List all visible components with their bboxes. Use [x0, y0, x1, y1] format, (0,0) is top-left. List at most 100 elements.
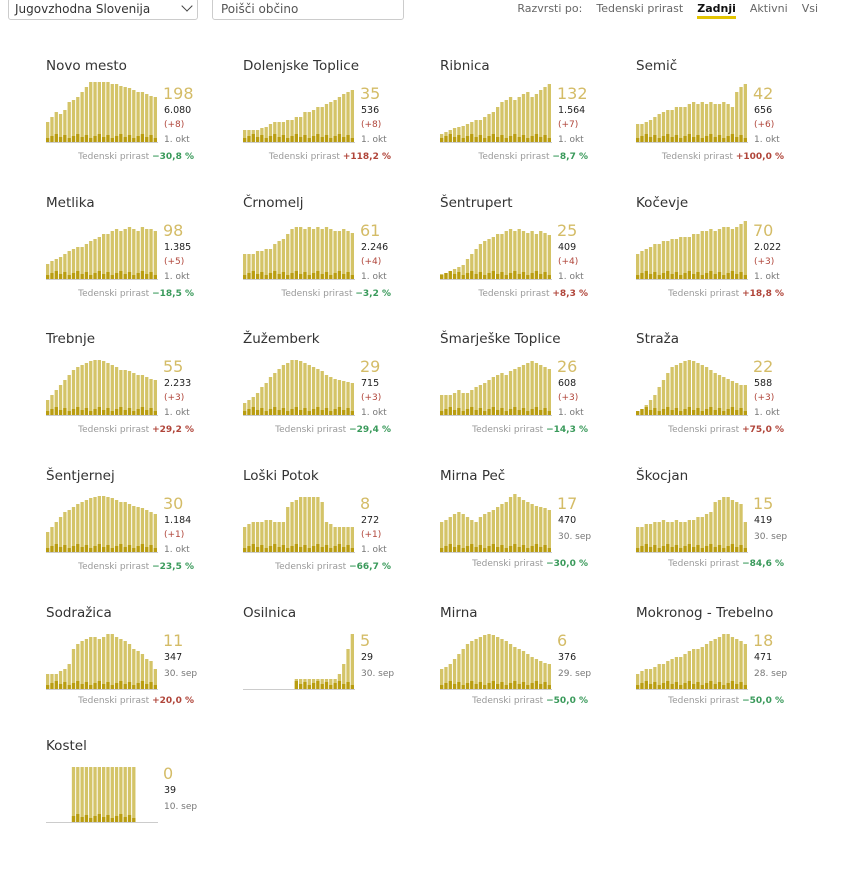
daily-bar — [474, 684, 478, 689]
sparkline-chart — [636, 360, 748, 416]
bar — [294, 360, 298, 415]
daily-bar — [452, 547, 457, 552]
municipality-card[interactable]: Novo mesto 198 6.080 (+8) 1. okt Tedenski pri… — [46, 58, 242, 195]
bar — [513, 494, 517, 552]
municipality-card[interactable]: Škocjan 15 419 30. sep Tedenski prirast −84,… — [636, 468, 832, 605]
bar — [303, 229, 307, 279]
municipality-card[interactable]: Mirna 6 376 29. sep Tedenski prirast −50,0 % — [440, 605, 636, 742]
daily-bar — [636, 411, 640, 415]
bar — [640, 124, 644, 142]
bar — [127, 767, 132, 822]
daily-bar — [704, 683, 709, 689]
bar — [487, 512, 491, 552]
weekly-growth-value: −18,5 % — [152, 289, 194, 299]
municipality-card[interactable]: Loški Potok 8 272 (+1) 1. okt Tedenski priras… — [243, 468, 439, 605]
daily-bar — [683, 409, 687, 415]
municipality-card[interactable]: Ribnica 132 1.564 (+7) 1. okt Tedenski priras… — [440, 58, 636, 195]
daily-bar — [478, 408, 483, 415]
daily-bar — [648, 684, 653, 689]
daily-bar — [679, 275, 683, 279]
daily-bar — [679, 138, 683, 142]
daily-bar — [470, 681, 474, 689]
bar — [268, 377, 273, 415]
municipality-card[interactable]: Kočevje 70 2.022 (+3) 1. okt Tedenski prirast… — [636, 195, 832, 332]
daily-bar — [145, 274, 149, 279]
municipality-card[interactable]: Mirna Peč 17 470 30. sep Tedenski prirast −3… — [440, 468, 636, 605]
bar — [114, 229, 119, 279]
municipality-card[interactable]: Trebnje 55 2.233 (+3) 1. okt Tedenski prirast… — [46, 331, 242, 468]
search-input[interactable]: Poišči občino — [212, 0, 404, 20]
bar — [547, 84, 551, 142]
bar — [674, 365, 679, 415]
daily-bar — [713, 274, 717, 279]
municipality-card[interactable]: Šmarješke Toplice 26 608 (+3) 1. okt Tedenski… — [440, 331, 636, 468]
municipality-card[interactable]: Šentrupert 25 409 (+4) 1. okt Tedenski priras… — [440, 195, 636, 332]
municipality-card[interactable]: Straža 22 588 (+3) 1. okt Tedenski prirast +7… — [636, 331, 832, 468]
daily-bar — [140, 544, 145, 552]
sort-option-zadnji[interactable]: Zadnji — [697, 2, 736, 19]
weekly-growth-label: Tedenski prirast — [281, 289, 353, 299]
municipality-card[interactable]: Šentjernej 30 1.184 (+1) 1. okt Tedenski prir… — [46, 468, 242, 605]
daily-bar — [465, 546, 470, 552]
daily-bar — [491, 271, 495, 279]
bar — [543, 663, 547, 689]
daily-bar — [93, 409, 97, 415]
daily-bar — [644, 407, 648, 415]
active-cases: 17 — [557, 494, 578, 513]
weekly-growth-label: Tedenski prirast — [478, 289, 550, 299]
daily-bar — [670, 684, 674, 689]
municipality-card[interactable]: Osilnica 5 29 30. sep — [243, 605, 439, 742]
daily-bar — [666, 271, 670, 279]
daily-bar — [277, 274, 281, 279]
daily-bar — [739, 408, 743, 415]
daily-bar — [487, 136, 491, 142]
weekly-growth: Tedenski prirast +118,2 % — [269, 152, 391, 162]
bar — [730, 500, 735, 552]
daily-bar — [700, 275, 704, 279]
bar — [243, 254, 247, 279]
bar — [46, 532, 50, 552]
bar — [268, 520, 273, 552]
daily-bar — [722, 548, 726, 552]
daily-bar — [303, 408, 307, 415]
bar — [80, 92, 84, 142]
daily-bar — [743, 685, 747, 689]
bar — [251, 254, 255, 279]
sort-option-tedenski-prirast[interactable]: Tedenski prirast — [596, 2, 684, 15]
bar — [123, 229, 127, 279]
bar — [153, 514, 157, 552]
bar — [255, 251, 260, 279]
daily-bar — [260, 545, 264, 552]
municipality-card[interactable]: Mokronog - Trebelno 18 471 28. sep Tedenski … — [636, 605, 832, 742]
region-select[interactable]: Jugovzhodna Slovenija — [8, 0, 198, 20]
weekly-growth-value: +20,0 % — [152, 696, 194, 706]
bar — [687, 104, 691, 142]
sort-option-vsi[interactable]: Vsi — [801, 2, 818, 15]
bar — [640, 671, 644, 689]
municipality-card[interactable]: Črnomelj 61 2.246 (+4) 1. okt Tedenski priras… — [243, 195, 439, 332]
municipality-card[interactable]: Sodražica 11 347 30. sep Tedenski prirast +2… — [46, 605, 242, 742]
daily-bar — [674, 135, 679, 142]
bar — [268, 124, 273, 142]
sort-option-aktivni[interactable]: Aktivni — [749, 2, 788, 15]
municipality-card[interactable]: Žužemberk 29 715 (+3) 1. okt Tedenski prirast… — [243, 331, 439, 468]
bar — [251, 522, 255, 552]
daily-bar — [46, 275, 50, 279]
daily-bar — [474, 274, 478, 279]
municipality-card[interactable]: Kostel 0 39 10. sep — [46, 738, 242, 875]
municipality-card[interactable]: Dolenjske Toplice 35 536 (+8) 1. okt Tedenski… — [243, 58, 439, 195]
bar — [713, 104, 717, 142]
bar — [153, 669, 157, 689]
municipality-card[interactable]: Metlika 98 1.385 (+5) 1. okt Tedenski prirast… — [46, 195, 242, 332]
bar — [722, 102, 726, 142]
bar — [299, 361, 303, 415]
municipality-card[interactable]: Semič 42 656 (+6) 1. okt Tedenski prirast +10… — [636, 58, 832, 195]
daily-bar — [653, 272, 657, 279]
bar — [739, 87, 743, 142]
daily-bar — [500, 272, 504, 279]
daily-bar — [119, 407, 123, 415]
weekly-growth: Tedenski prirast −29,4 % — [275, 425, 391, 435]
bar — [508, 644, 513, 689]
bar — [440, 522, 444, 552]
bar — [657, 387, 661, 415]
